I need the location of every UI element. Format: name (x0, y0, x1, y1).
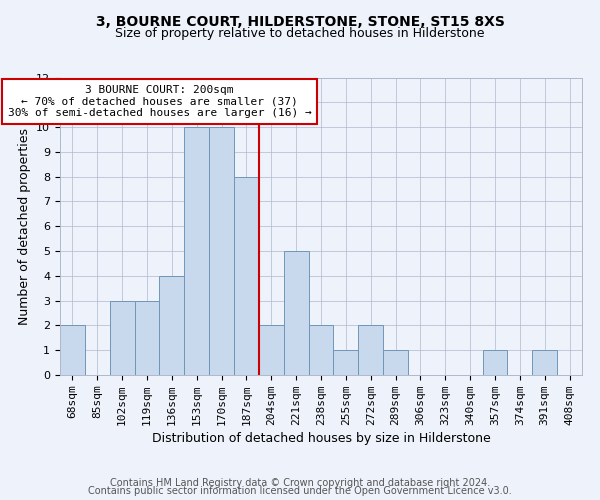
Bar (110, 300, 134, 375)
Text: 3, BOURNE COURT, HILDERSTONE, STONE, ST15 8XS: 3, BOURNE COURT, HILDERSTONE, STONE, ST1… (95, 15, 505, 29)
Bar (259, 326, 284, 375)
Bar (184, 127, 209, 375)
X-axis label: Distribution of detached houses by size in Hilderstone: Distribution of detached houses by size … (152, 432, 490, 445)
Bar (234, 176, 259, 375)
Text: Size of property relative to detached houses in Hilderstone: Size of property relative to detached ho… (115, 28, 485, 40)
Bar (60, 326, 85, 375)
Text: Contains public sector information licensed under the Open Government Licence v3: Contains public sector information licen… (88, 486, 512, 496)
Text: 3 BOURNE COURT: 200sqm
← 70% of detached houses are smaller (37)
30% of semi-det: 3 BOURNE COURT: 200sqm ← 70% of detached… (8, 85, 311, 118)
Bar (358, 326, 383, 375)
Bar (308, 326, 334, 375)
Bar (482, 350, 508, 375)
Text: Contains HM Land Registry data © Crown copyright and database right 2024.: Contains HM Land Registry data © Crown c… (110, 478, 490, 488)
Bar (134, 300, 160, 375)
Bar (532, 350, 557, 375)
Bar (383, 350, 408, 375)
Y-axis label: Number of detached properties: Number of detached properties (17, 128, 31, 325)
Bar (160, 276, 184, 375)
Bar (284, 251, 308, 375)
Bar (209, 127, 234, 375)
Bar (334, 350, 358, 375)
